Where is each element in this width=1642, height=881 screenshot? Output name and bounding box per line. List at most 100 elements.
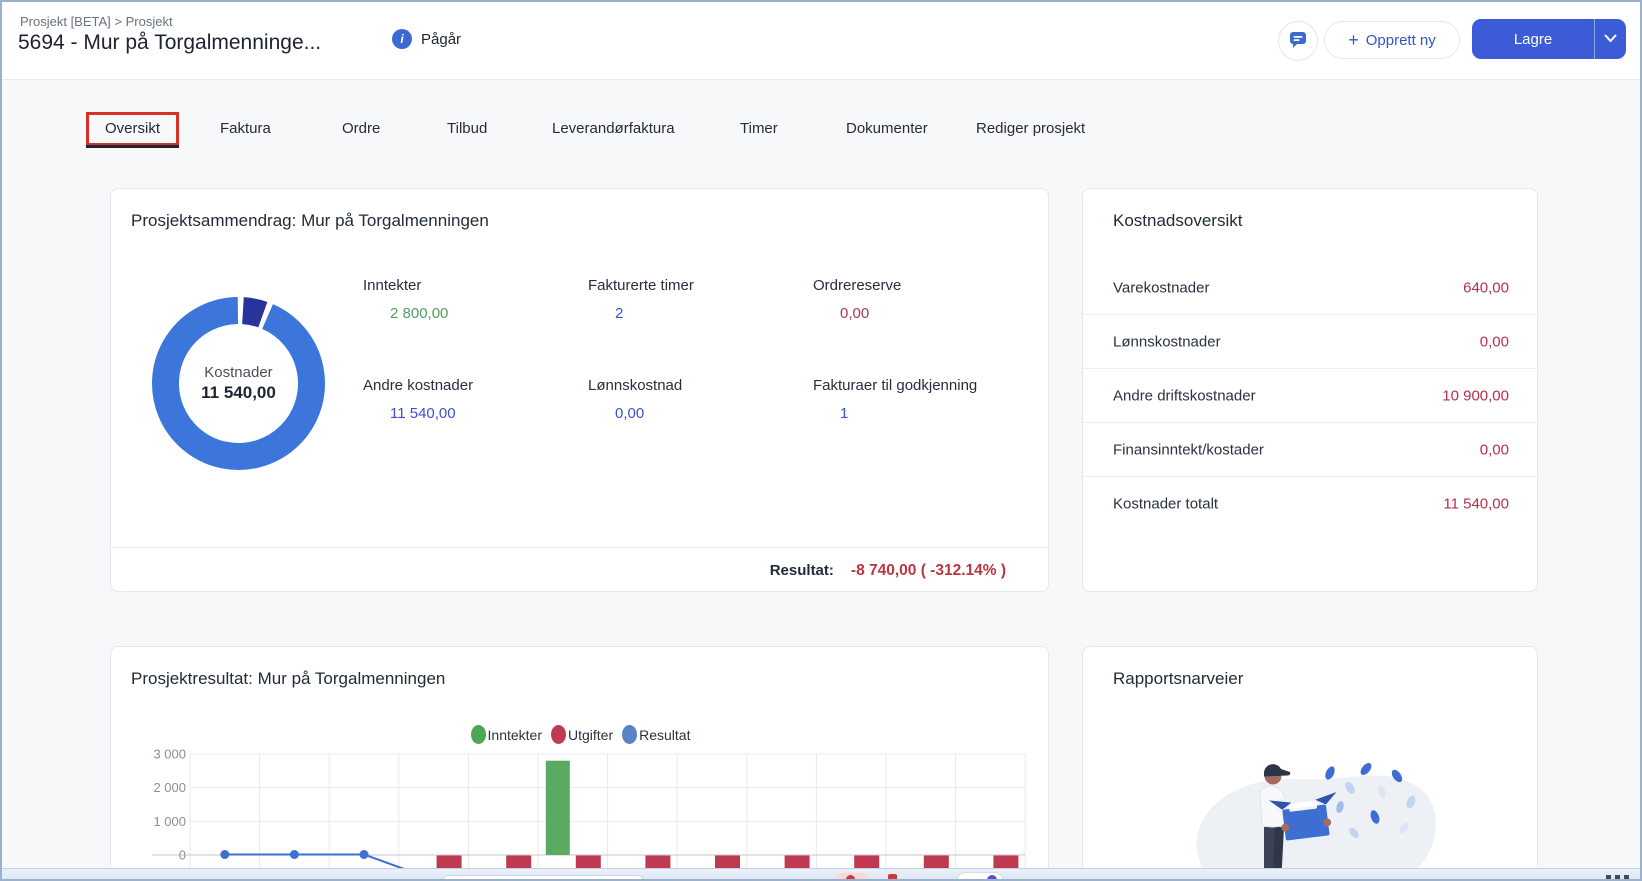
bottom-bar bbox=[2, 868, 1640, 879]
cost-row-label: Andre driftskostnader bbox=[1113, 387, 1256, 404]
result-card-title: Prosjektresultat: Mur på Torgalmenningen bbox=[131, 669, 446, 688]
report-illustration bbox=[1196, 763, 1436, 879]
cost-donut-chart: Kostnader 11 540,00 bbox=[136, 281, 341, 486]
status-badge: i Pågår bbox=[392, 29, 461, 49]
stat-block: Ordrereserve 0,00 bbox=[813, 277, 901, 322]
cost-row-value: 11 540,00 bbox=[1443, 495, 1509, 512]
tab-faktura[interactable]: Faktura bbox=[220, 120, 271, 137]
tab-rediger-prosjekt[interactable]: Rediger prosjekt bbox=[976, 120, 1086, 137]
notification-badge bbox=[835, 873, 869, 879]
cost-row-value: 0,00 bbox=[1479, 441, 1509, 458]
stat-label: Andre kostnader bbox=[363, 377, 474, 394]
create-new-button[interactable]: + Opprett ny bbox=[1324, 21, 1460, 59]
status-label: Pågår bbox=[421, 30, 462, 48]
save-button-group: Lagre bbox=[1472, 19, 1626, 59]
tab-timer[interactable]: Timer bbox=[740, 120, 778, 137]
cost-rows: Varekostnader 640,00 Lønnskostnader 0,00 And… bbox=[1083, 261, 1537, 530]
save-button[interactable]: Lagre bbox=[1472, 19, 1594, 59]
stat-block: Fakturaer til godkjenning 1 bbox=[813, 377, 977, 422]
tab-leverandørfaktura[interactable]: Leverandørfaktura bbox=[552, 120, 675, 137]
page-title: 5694 - Mur på Torgalmenninge... bbox=[18, 31, 322, 54]
cost-row: Varekostnader 640,00 bbox=[1083, 261, 1537, 315]
chart-legend: Inntekter Utgifter Resultat bbox=[111, 725, 1048, 744]
cost-row: Andre driftskostnader 10 900,00 bbox=[1083, 369, 1537, 423]
info-icon[interactable]: i bbox=[392, 29, 412, 49]
cost-row-value: 640,00 bbox=[1463, 279, 1509, 296]
result-chart: 0 1 000 2 000 3 000 bbox=[152, 747, 1026, 871]
cost-row: Finansinntekt/kostader 0,00 bbox=[1083, 423, 1537, 477]
report-card-title: Rapportsnarveier bbox=[1113, 669, 1244, 688]
tab-oversikt[interactable]: Oversikt bbox=[105, 120, 161, 137]
svg-text:2 000: 2 000 bbox=[153, 780, 186, 795]
chat-icon bbox=[1288, 29, 1308, 54]
legend-item-inntekter: Inntekter bbox=[470, 725, 542, 744]
project-result-card: Prosjektresultat: Mur på Torgalmenningen… bbox=[110, 646, 1049, 879]
stat-label: Ordrereserve bbox=[813, 277, 902, 294]
stat-block: Fakturerte timer 2 bbox=[588, 277, 694, 322]
plus-icon: + bbox=[1348, 30, 1359, 50]
clock-mark bbox=[1606, 875, 1611, 879]
legend-marker bbox=[470, 725, 486, 744]
project-summary-card: Prosjektsammendrag: Mur på Torgalmenning… bbox=[110, 188, 1049, 592]
donut-center: Kostnader 11 540,00 bbox=[136, 281, 341, 486]
result-row: Resultat: -8 740,00 ( -312.14% ) bbox=[111, 547, 1048, 591]
stat-value: 1 bbox=[840, 405, 849, 422]
donut-center-value: 11 540,00 bbox=[201, 383, 276, 402]
clock-mark bbox=[1624, 875, 1629, 879]
cost-row-label: Finansinntekt/kostader bbox=[1113, 441, 1264, 458]
save-label: Lagre bbox=[1513, 30, 1553, 48]
alert-dot-icon bbox=[846, 875, 855, 879]
cost-row-label: Varekostnader bbox=[1113, 279, 1210, 296]
donut-svg bbox=[152, 297, 325, 470]
annotation-box-oversikt bbox=[86, 112, 179, 146]
legend-label: Utgifter bbox=[568, 726, 614, 743]
tab-tilbud[interactable]: Tilbud bbox=[447, 120, 488, 137]
stat-label: Fakturerte timer bbox=[588, 277, 694, 294]
clock-mark bbox=[1615, 875, 1620, 879]
summary-card-title: Prosjektsammendrag: Mur på Torgalmenning… bbox=[131, 211, 489, 230]
result-label: Resultat: bbox=[769, 562, 834, 579]
cost-row-value: 0,00 bbox=[1479, 333, 1509, 350]
svg-text:1 000: 1 000 bbox=[153, 814, 186, 829]
cost-row-value: 10 900,00 bbox=[1442, 387, 1509, 404]
help-dot-icon bbox=[987, 875, 997, 879]
help-badge bbox=[957, 872, 1003, 879]
legend-marker bbox=[551, 725, 566, 744]
legend-marker bbox=[622, 725, 638, 744]
stat-label: Inntekter bbox=[363, 277, 422, 294]
cost-row: Lønnskostnader 0,00 bbox=[1083, 315, 1537, 369]
tab-ordre[interactable]: Ordre bbox=[342, 120, 381, 137]
legend-item-resultat: Resultat bbox=[622, 725, 690, 744]
header: Prosjekt [BETA] > Prosjekt 5694 - Mur på… bbox=[2, 2, 1640, 80]
legend-item-utgifter: Utgifter bbox=[551, 725, 613, 744]
stat-value: 0,00 bbox=[615, 405, 645, 422]
svg-text:0: 0 bbox=[179, 848, 186, 863]
svg-text:3 000: 3 000 bbox=[153, 747, 186, 762]
breadcrumb[interactable]: Prosjekt [BETA] > Prosjekt bbox=[20, 14, 173, 29]
tab-dokumenter[interactable]: Dokumenter bbox=[846, 120, 928, 137]
chevron-down-icon bbox=[1604, 30, 1617, 48]
result-value: -8 740,00 ( -312.14% ) bbox=[850, 561, 1006, 579]
stat-label: Fakturaer til godkjenning bbox=[813, 377, 978, 394]
legend-label: Resultat bbox=[639, 726, 691, 743]
stat-value: 0,00 bbox=[840, 305, 870, 322]
horizontal-scrollbar[interactable] bbox=[441, 875, 645, 879]
stat-value: 11 540,00 bbox=[390, 405, 456, 422]
chat-button[interactable] bbox=[1278, 21, 1318, 61]
stat-block: Lønnskostnad 0,00 bbox=[588, 377, 682, 422]
cost-row-label: Kostnader totalt bbox=[1113, 495, 1219, 512]
save-divider bbox=[1594, 19, 1595, 59]
alert-icon bbox=[888, 874, 897, 879]
stat-block: Inntekter 2 800,00 bbox=[363, 277, 448, 322]
legend-label: Inntekter bbox=[487, 726, 542, 743]
stat-block: Andre kostnader 11 540,00 bbox=[363, 377, 473, 422]
save-dropdown-button[interactable] bbox=[1595, 19, 1626, 59]
cost-row: Kostnader totalt 11 540,00 bbox=[1083, 477, 1537, 530]
cost-row-label: Lønnskostnader bbox=[1113, 333, 1221, 350]
donut-center-label: Kostnader bbox=[204, 364, 273, 381]
stat-label: Lønnskostnad bbox=[588, 377, 683, 394]
cost-overview-card: Kostnadsoversikt Varekostnader 640,00 Lønn… bbox=[1082, 188, 1538, 592]
cost-card-title: Kostnadsoversikt bbox=[1113, 211, 1243, 230]
report-shortcuts-card: Rapportsnarveier bbox=[1082, 646, 1538, 879]
